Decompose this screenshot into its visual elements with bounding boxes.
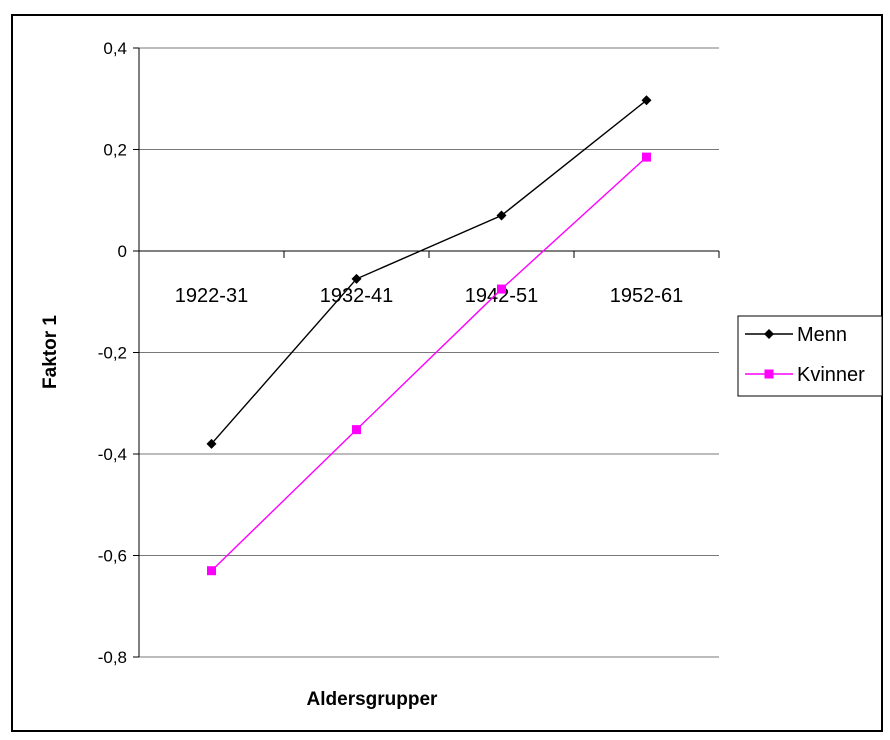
x-category-label: 1932-41	[320, 285, 393, 307]
legend-marker	[764, 329, 774, 339]
x-category-label: 1942-51	[465, 285, 538, 307]
legend-label: Kvinner	[797, 364, 865, 386]
series-kvinner	[207, 152, 651, 576]
y-tick-labels: 0,4 0,2 0 -0,2 -0,4 -0,6 -0,8	[98, 39, 127, 667]
category-labels: 1922-31 1932-41 1942-51 1952-61	[175, 285, 683, 307]
series-line	[210, 99, 647, 445]
data-point-marker	[206, 438, 217, 449]
legend: Menn Kvinner	[737, 315, 883, 397]
series-layer	[206, 95, 652, 576]
x-category-label: 1922-31	[175, 285, 248, 307]
x-axis-title: Aldersgrupper	[307, 689, 439, 710]
y-tick-label: -0,4	[98, 445, 127, 464]
legend-label: Menn	[797, 324, 847, 346]
plot-area: 0,40,20-0,2-0,4-0,6-0,8 1922-31 1932-41 19…	[98, 39, 720, 667]
y-tick-label: 0,4	[103, 39, 127, 58]
legend-marker	[764, 369, 774, 379]
y-tick-label: -0,2	[98, 344, 127, 363]
data-point-marker	[351, 273, 362, 284]
y-tick-label: 0,2	[103, 141, 127, 160]
data-point-marker	[642, 152, 651, 162]
series-line	[211, 156, 647, 572]
y-axis-title: Faktor 1	[40, 315, 61, 389]
y-tick-label: 0	[118, 242, 127, 261]
data-point-marker	[641, 95, 652, 106]
y-tick-label: -0,8	[98, 648, 127, 667]
legend-box	[737, 315, 883, 397]
series-menn	[206, 95, 652, 449]
axes	[133, 47, 720, 658]
data-point-marker	[352, 425, 361, 435]
data-point-marker	[497, 284, 506, 294]
data-point-marker	[496, 210, 507, 221]
data-point-marker	[207, 566, 216, 576]
x-category-label: 1952-61	[610, 285, 683, 307]
y-tick-label: -0,6	[98, 547, 127, 566]
